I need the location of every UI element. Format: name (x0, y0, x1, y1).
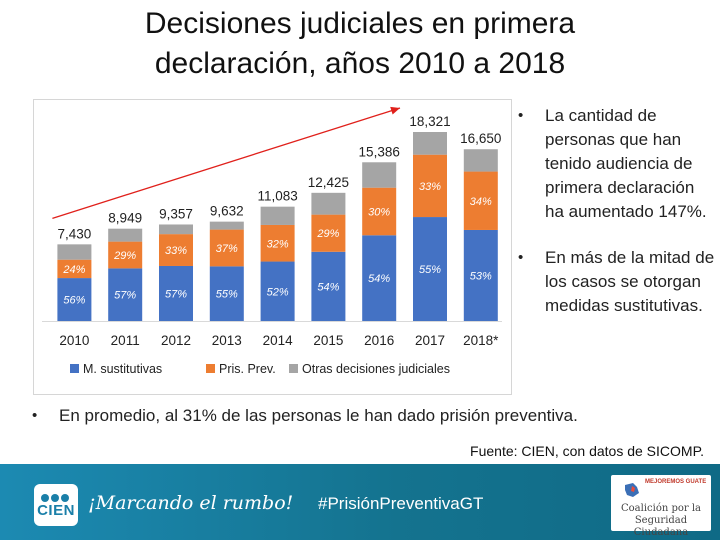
bar-total-label: 11,083 (257, 189, 297, 204)
bar-percent-label: 55% (216, 289, 238, 301)
cien-logo-text: CIEN (37, 502, 75, 519)
x-tick-label: 2010 (59, 333, 89, 348)
bullet-item: • En más de la mitad de los casos se oto… (516, 246, 716, 318)
chart-area: 56% 24% 7,430 2010 57% 29% 8,949 2011 57% 33% 9,35… (33, 99, 512, 395)
bar-percent-label: 33% (165, 245, 187, 257)
x-tick-label: 2018* (463, 333, 499, 348)
bar-percent-label: 55% (419, 264, 441, 276)
bottom-bullet: • En promedio, al 31% de las personas le… (30, 404, 579, 428)
bar-percent-label: 30% (368, 206, 390, 218)
bullet-dot-icon: • (518, 107, 524, 124)
trend-arrow-line (52, 107, 401, 219)
bar-total-label: 16,650 (460, 131, 501, 146)
bar-segment-otras (108, 228, 143, 242)
title-line-1: Decisiones judiciales en primera (144, 7, 576, 40)
bar-segment-sustitutivas (159, 265, 193, 321)
bar-segment-prision-preventiva (260, 224, 295, 262)
bar-percent-label: 29% (113, 250, 136, 262)
bar-segment-prision-preventiva (362, 187, 397, 236)
bar-segment-prision-preventiva (57, 259, 92, 279)
x-tick-label: 2016 (364, 333, 394, 348)
bar-percent-label: 37% (216, 243, 238, 255)
right-bullets: • La cantidad de personas que han tenido… (516, 104, 716, 340)
stacked-bar-chart: 56% 24% 7,430 2010 57% 29% 8,949 2011 57% 33% 9,35… (42, 106, 502, 376)
legend-swatch (70, 364, 79, 373)
bar-segment-otras (463, 149, 498, 172)
bar-percent-label: 54% (317, 281, 339, 293)
legend-label: Otras decisiones judiciales (302, 362, 450, 376)
bullet-text: La cantidad de personas que han tenido a… (545, 106, 707, 221)
x-tick-label: 2017 (415, 333, 445, 348)
cien-logo: CIEN (34, 484, 78, 526)
trend-arrow-head-icon (390, 106, 400, 115)
bar-segment-sustitutivas (463, 229, 498, 321)
bar-percent-label: 29% (316, 228, 339, 240)
bar-segment-prision-preventiva (108, 241, 143, 269)
title-line-2: declaración, años 2010 a 2018 (154, 47, 566, 80)
bar-segment-prision-preventiva (463, 171, 498, 230)
bar-segment-sustitutivas (209, 266, 244, 321)
bar-percent-label: 57% (114, 290, 136, 302)
bar-segment-sustitutivas (108, 268, 143, 321)
slide-title: Decisiones judiciales en primera declara… (0, 4, 720, 84)
legend-label: Pris. Prev. (219, 362, 276, 376)
x-tick-label: 2011 (111, 333, 140, 348)
bar-segment-otras (159, 224, 193, 235)
bar-total-label: 12,425 (308, 175, 349, 190)
bar-percent-label: 33% (419, 181, 441, 193)
bar-percent-label: 34% (470, 196, 492, 208)
cien-logo-circles-icon (41, 489, 71, 507)
bullet-item: • La cantidad de personas que han tenido… (516, 104, 716, 224)
x-tick-label: 2015 (313, 333, 343, 348)
bar-segment-prision-preventiva (311, 214, 346, 252)
bar-percent-label: 24% (62, 264, 85, 276)
bar-segment-otras (362, 162, 397, 188)
partner-top-text: MEJOREMOS GUATE (645, 479, 707, 485)
bar-segment-otras (413, 132, 447, 155)
x-tick-label: 2014 (263, 333, 294, 348)
bar-segment-prision-preventiva (159, 234, 193, 266)
bullet-dot-icon: • (518, 249, 524, 266)
footer-hashtag: #PrisiónPreventivaGT (318, 494, 484, 513)
bar-segment-otras (260, 206, 295, 225)
footer-slogan: ¡Marcando el rumbo! (88, 492, 294, 514)
bar-percent-label: 53% (470, 270, 492, 282)
bullet-dot-icon: • (32, 407, 38, 424)
partner-logo: MEJOREMOS GUATE Coalición por la Segurid… (611, 475, 711, 538)
bar-total-label: 18,321 (409, 114, 450, 129)
bar-percent-label: 56% (63, 295, 85, 307)
bar-segment-prision-preventiva (413, 154, 447, 218)
footer-bar (0, 464, 720, 540)
x-tick-label: 2012 (161, 333, 191, 348)
bar-percent-label: 52% (267, 286, 289, 298)
bar-segment-sustitutivas (413, 217, 447, 321)
source-note: Fuente: CIEN, con datos de SICOMP. (470, 443, 704, 459)
bar-segment-sustitutivas (260, 261, 295, 321)
bar-total-label: 7,430 (58, 226, 92, 241)
legend-swatch (289, 364, 298, 373)
bar-percent-label: 54% (368, 273, 390, 285)
bar-percent-label: 57% (165, 288, 187, 300)
bar-total-label: 15,386 (359, 144, 400, 159)
bullet-text: En más de la mitad de los casos se otorg… (545, 248, 715, 315)
bar-total-label: 9,632 (210, 204, 244, 219)
bar-segment-prision-preventiva (209, 229, 244, 267)
bar-percent-label: 32% (267, 238, 289, 250)
partner-name: Coalición por la Seguridad Ciudadana (620, 503, 701, 538)
bar-total-label: 9,357 (159, 206, 193, 221)
bar-segment-sustitutivas (57, 278, 92, 321)
legend-label: M. sustitutivas (83, 362, 162, 376)
bar-total-label: 8,949 (108, 211, 142, 226)
bar-segment-sustitutivas (362, 235, 397, 321)
x-tick-label: 2013 (212, 333, 242, 348)
bar-segment-otras (209, 221, 244, 230)
bottom-bullet-text: En promedio, al 31% de las personas le h… (59, 406, 578, 425)
legend-swatch (206, 364, 215, 373)
bar-segment-sustitutivas (311, 251, 346, 321)
bar-segment-otras (311, 192, 346, 215)
guatemala-map-icon (625, 483, 639, 497)
bar-segment-otras (57, 244, 92, 260)
